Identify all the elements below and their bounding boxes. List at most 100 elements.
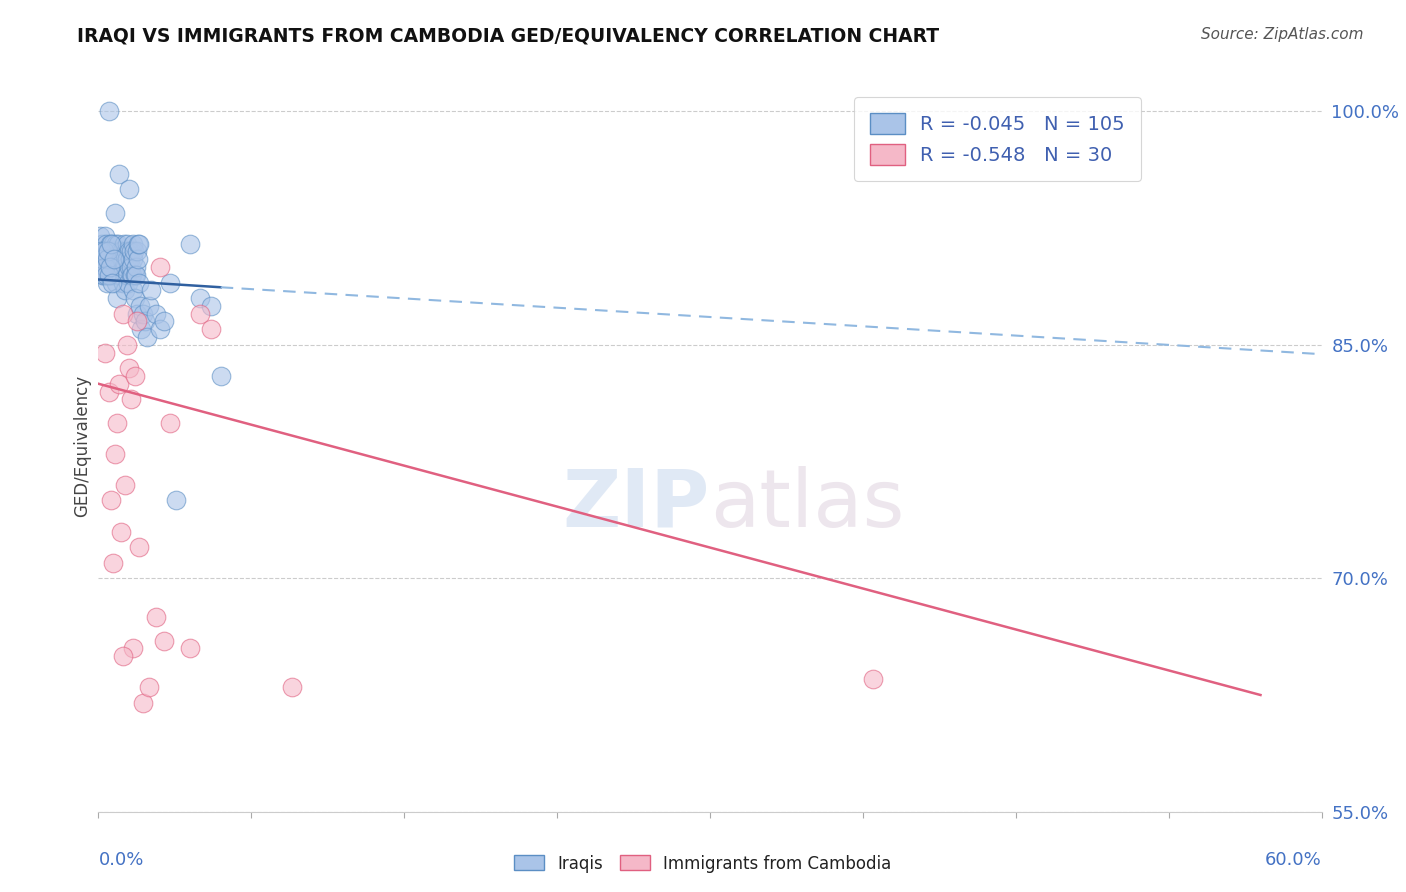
Point [122, 641, 145, 656]
Point [97, 104, 120, 119]
Point [128, 276, 150, 290]
Point [127, 252, 149, 267]
Point [120, 244, 142, 259]
Point [90, 244, 112, 259]
Point [96, 268, 118, 282]
Point [145, 610, 167, 624]
Point [159, 276, 181, 290]
Point [209, 368, 232, 383]
Point [200, 299, 222, 313]
Point [125, 268, 148, 282]
Point [152, 314, 174, 328]
Point [122, 252, 145, 267]
Point [114, 284, 136, 298]
Point [90, 252, 112, 267]
Point [93, 244, 115, 259]
Point [120, 392, 142, 407]
Point [127, 236, 149, 251]
Point [118, 182, 141, 196]
Text: atlas: atlas [710, 466, 904, 543]
Point [100, 260, 122, 274]
Point [98, 268, 121, 282]
Point [129, 299, 152, 313]
Point [145, 307, 167, 321]
Point [96, 252, 118, 267]
Point [115, 244, 138, 259]
Point [111, 649, 134, 664]
Point [141, 284, 163, 298]
Point [108, 268, 131, 282]
Point [91, 268, 114, 282]
Legend: R = -0.045   N = 105, R = -0.548   N = 30: R = -0.045 N = 105, R = -0.548 N = 30 [855, 97, 1140, 180]
Point [121, 268, 143, 282]
Point [105, 416, 128, 430]
Point [93, 260, 115, 274]
Point [105, 260, 128, 274]
Point [117, 276, 139, 290]
Point [120, 268, 142, 282]
Point [91, 244, 114, 259]
Point [108, 376, 131, 391]
Point [138, 680, 160, 694]
Point [107, 236, 129, 251]
Point [93, 268, 115, 282]
Point [108, 167, 131, 181]
Point [97, 252, 120, 267]
Point [188, 291, 212, 305]
Point [110, 252, 132, 267]
Point [125, 244, 148, 259]
Point [138, 299, 160, 313]
Point [98, 260, 121, 274]
Text: IRAQI VS IMMIGRANTS FROM CAMBODIA GED/EQUIVALENCY CORRELATION CHART: IRAQI VS IMMIGRANTS FROM CAMBODIA GED/EQ… [77, 27, 939, 45]
Point [104, 447, 127, 461]
Point [127, 307, 149, 321]
Point [159, 416, 181, 430]
Point [122, 244, 145, 259]
Point [149, 260, 172, 274]
Point [105, 236, 128, 251]
Point [104, 276, 127, 290]
Point [115, 268, 138, 282]
Point [107, 268, 129, 282]
Point [103, 244, 125, 259]
Point [115, 338, 138, 352]
Point [101, 268, 124, 282]
Point [122, 284, 145, 298]
Point [103, 268, 125, 282]
Point [124, 260, 146, 274]
Point [94, 260, 117, 274]
Point [110, 268, 132, 282]
Point [112, 252, 135, 267]
Point [117, 236, 139, 251]
Y-axis label: GED/Equivalency: GED/Equivalency [73, 375, 91, 517]
Point [118, 820, 141, 834]
Point [100, 260, 122, 274]
Point [97, 244, 120, 259]
Legend: Iraqis, Immigrants from Cambodia: Iraqis, Immigrants from Cambodia [508, 848, 898, 880]
Point [97, 384, 120, 399]
Point [149, 322, 172, 336]
Point [128, 540, 150, 554]
Point [132, 696, 155, 710]
Point [188, 307, 212, 321]
Point [101, 260, 124, 274]
Point [93, 228, 115, 243]
Point [114, 268, 136, 282]
Point [94, 260, 117, 274]
Point [281, 680, 304, 694]
Point [111, 244, 134, 259]
Point [100, 493, 122, 508]
Point [152, 633, 174, 648]
Point [97, 268, 120, 282]
Point [103, 252, 125, 267]
Point [165, 493, 187, 508]
Point [101, 556, 124, 570]
Point [108, 260, 131, 274]
Point [111, 252, 134, 267]
Point [96, 244, 118, 259]
Point [100, 244, 122, 259]
Point [105, 291, 128, 305]
Point [100, 236, 122, 251]
Point [120, 260, 142, 274]
Point [112, 236, 135, 251]
